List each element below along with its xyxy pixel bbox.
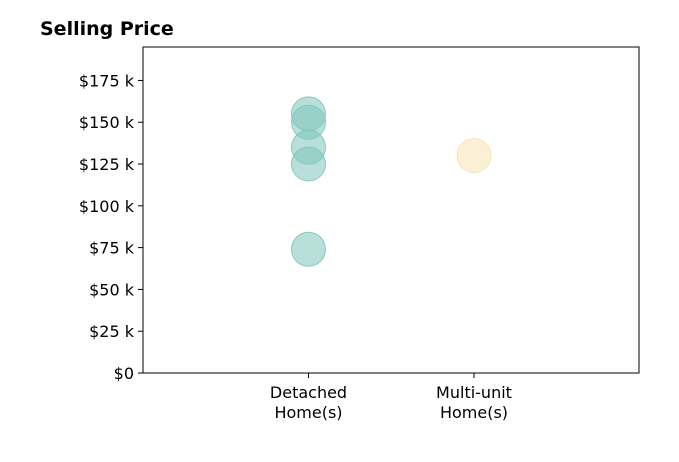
x-tick-label-line: Detached [270, 383, 347, 402]
x-tick-label-line: Home(s) [440, 403, 508, 422]
data-point [456, 138, 492, 174]
y-tick-label: $125 k [79, 155, 135, 174]
y-tick-label: $175 k [79, 71, 135, 90]
y-tick-label: $25 k [89, 322, 135, 341]
y-tick-label: $0 [114, 364, 134, 383]
x-tick-label: Multi-unit Home(s) [436, 383, 512, 422]
x-tick-label-line: Home(s) [274, 403, 342, 422]
y-tick-label: $150 k [79, 113, 135, 132]
y-tick-label: $100 k [79, 197, 135, 216]
x-tick-label-line: Multi-unit [436, 383, 512, 402]
y-tick-label: $50 k [89, 280, 135, 299]
plot-area: $0 $25 k $50 k $75 k $100 k $125 k $150 k $175 … [79, 46, 640, 422]
data-point [291, 146, 326, 182]
plot-frame [142, 46, 640, 374]
y-tick-label: $75 k [89, 239, 135, 258]
data-point [291, 231, 326, 267]
chart-title: Selling Price [40, 18, 174, 40]
x-tick-label: Detached Home(s) [270, 383, 347, 422]
